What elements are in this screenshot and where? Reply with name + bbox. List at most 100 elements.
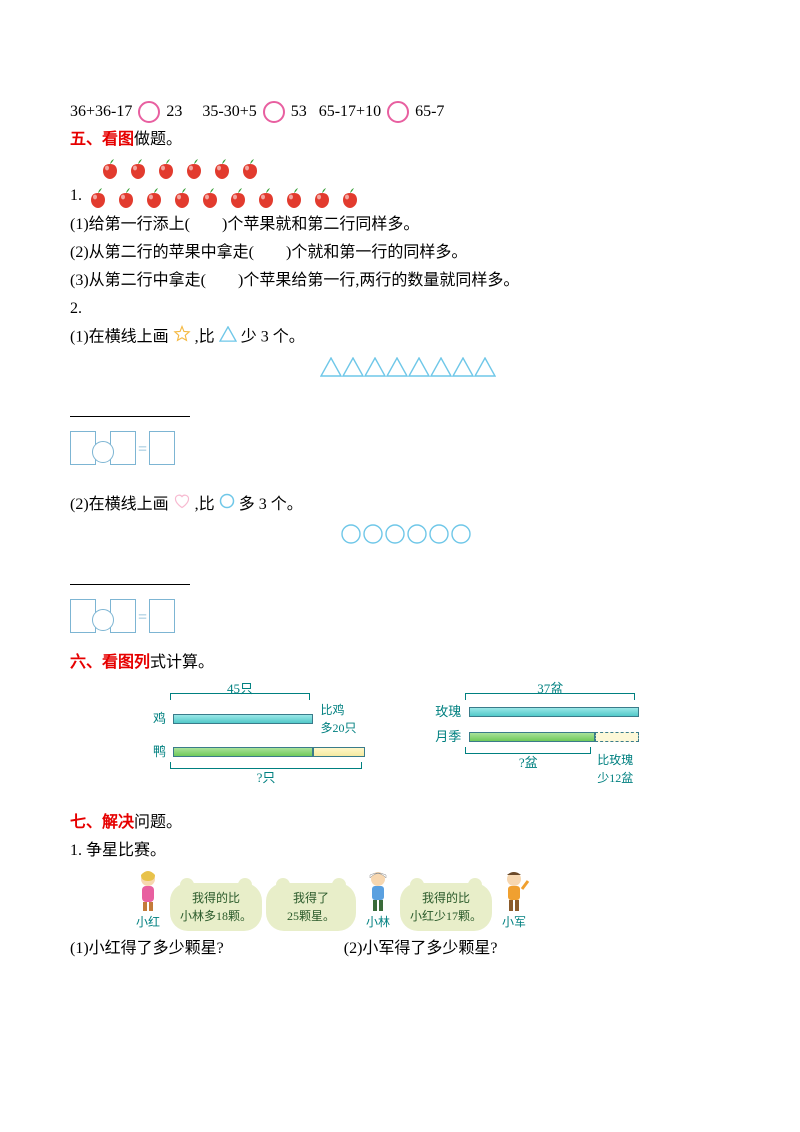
apple-icon [198, 185, 222, 209]
op-circle[interactable] [92, 609, 114, 631]
speech-bubble-2: 我得了 25颗星。 [266, 883, 356, 931]
circle-icon [406, 523, 428, 553]
top-compare-line: 36+36-17 23 35-30+5 53 65-17+10 65-7 [70, 100, 730, 124]
q5-1b: (2)从第二行的苹果中拿走( )个就和第一行的同样多。 [70, 241, 730, 265]
bottom-label: ?盆 [519, 755, 538, 770]
triangle-icon [430, 357, 452, 385]
row-label-yueji: 月季 [425, 727, 461, 747]
heading-part-red: 五、看 [70, 131, 118, 148]
expr-3: 65-17+10 [319, 103, 381, 120]
section-5-heading: 五、看图做题。 [70, 128, 730, 152]
apple-icon [86, 185, 110, 209]
apple-icon [282, 185, 306, 209]
q5-1c: (3)从第二行中拿走( )个苹果给第一行,两行的数量就同样多。 [70, 269, 730, 293]
bubble-line: 我得了 [276, 889, 346, 907]
q2b-post: 多 3 个。 [239, 496, 303, 513]
top-label: 45只 [227, 681, 253, 696]
circle-icon [384, 523, 406, 553]
heart-icon [173, 493, 191, 517]
triangle-icon [320, 357, 342, 385]
triangle-row [320, 357, 730, 385]
eq-box[interactable] [110, 599, 136, 633]
equation-boxes-1[interactable]: = [70, 431, 730, 465]
row-label-rose: 玫瑰 [425, 702, 461, 722]
apple-icon [126, 156, 150, 180]
eq-box[interactable] [110, 431, 136, 465]
compare-circle-2[interactable] [263, 101, 285, 123]
heading-part-mid: 图 [118, 131, 134, 148]
heading-part-red: 六、看 [70, 654, 118, 671]
q2a-pre: (1)在横线上画 [70, 328, 169, 345]
kid-name: 小红 [130, 913, 166, 931]
row-label-chicken: 鸡 [130, 709, 166, 729]
bottom-label: ?只 [257, 770, 276, 785]
bar-diagrams: 45只 鸡 比鸡 多20只 鸭 ?只 37盆 玫瑰 月季 [70, 685, 730, 787]
compare-circle-1[interactable] [138, 101, 160, 123]
speech-bubble-1: 我得的比 小林多18颗。 [170, 883, 262, 931]
bar-rose [469, 707, 639, 717]
side-label-2: 少12盆 [597, 769, 633, 787]
equals-sign: = [138, 606, 147, 630]
q2a-post: 少 3 个。 [241, 328, 305, 345]
q7-subquestions: (1)小红得了多少颗星? (2)小军得了多少颗星? [70, 937, 730, 961]
apple-icon [154, 156, 178, 180]
triangle-icon [386, 357, 408, 385]
triangle-icon [474, 357, 496, 385]
val-2: 53 [291, 103, 307, 120]
eq-box[interactable] [149, 431, 175, 465]
q5-2a: (1)在横线上画 ,比 少 3 个。 [70, 325, 730, 351]
heading-part-black: 式计算。 [150, 654, 214, 671]
bubble-line: 25颗星。 [276, 907, 346, 925]
bar-diagram-chicken-duck: 45只 鸡 比鸡 多20只 鸭 ?只 [130, 685, 365, 787]
section-7-heading: 七、解决问题。 [70, 811, 730, 835]
op-circle[interactable] [92, 441, 114, 463]
expr-4: 65-7 [415, 103, 444, 120]
q2a-mid: ,比 [195, 328, 215, 345]
equation-boxes-2[interactable]: = [70, 599, 730, 633]
kid-xiaolin: 小林 [360, 869, 396, 931]
q2b-pre: (2)在横线上画 [70, 496, 169, 513]
row-label-duck: 鸭 [130, 742, 166, 762]
bubble-line: 我得的比 [410, 889, 482, 907]
bar-yueji-b [595, 732, 639, 742]
compare-circle-3[interactable] [387, 101, 409, 123]
star-icon [173, 325, 191, 351]
q5-2-prefix: 2. [70, 297, 730, 321]
apple-icon [142, 185, 166, 209]
apple-icon [238, 156, 262, 180]
apple-row-2: 1. [70, 184, 730, 208]
bubble-line: 我得的比 [180, 889, 252, 907]
kid-name: 小林 [360, 913, 396, 931]
star-contest-illustration: 小红 我得的比 小林多18颗。 我得了 25颗星。 小林 我得的比 小红少17颗… [130, 869, 730, 931]
circle-icon [219, 493, 235, 517]
heading-part-mid: 决 [118, 814, 134, 831]
val-1: 23 [166, 103, 182, 120]
bar-yueji-a [469, 732, 595, 742]
circle-icon [362, 523, 384, 553]
triangle-icon [219, 326, 237, 350]
circle-icon [428, 523, 450, 553]
triangle-icon [408, 357, 430, 385]
heading-part-mid: 图列 [118, 654, 150, 671]
circle-row [340, 523, 730, 553]
bubble-line: 小红少17颗。 [410, 907, 482, 925]
bar-duck-b [313, 747, 365, 757]
bubble-line: 小林多18颗。 [180, 907, 252, 925]
expr-1: 36+36-17 [70, 103, 132, 120]
answer-line-2[interactable] [70, 567, 730, 593]
q7-1-label: 1. 争星比赛。 [70, 839, 730, 863]
eq-box[interactable] [149, 599, 175, 633]
q7-1b: (2)小军得了多少颗星? [344, 937, 498, 961]
triangle-icon [342, 357, 364, 385]
answer-line-1[interactable] [70, 399, 730, 425]
top-label: 37盆 [537, 681, 563, 696]
q5-1a: (1)给第一行添上( )个苹果就和第二行同样多。 [70, 213, 730, 237]
heading-part-black: 做题。 [134, 131, 182, 148]
apple-icon [114, 185, 138, 209]
apple-icon [254, 185, 278, 209]
bar-diagram-rose-yueji: 37盆 玫瑰 月季 ?盆 比玫瑰 少12盆 [425, 685, 638, 787]
kid-xiaojun: 小军 [496, 869, 532, 931]
speech-bubble-3: 我得的比 小红少17颗。 [400, 883, 492, 931]
expr-2: 35-30+5 [202, 103, 256, 120]
apple-icon [210, 156, 234, 180]
